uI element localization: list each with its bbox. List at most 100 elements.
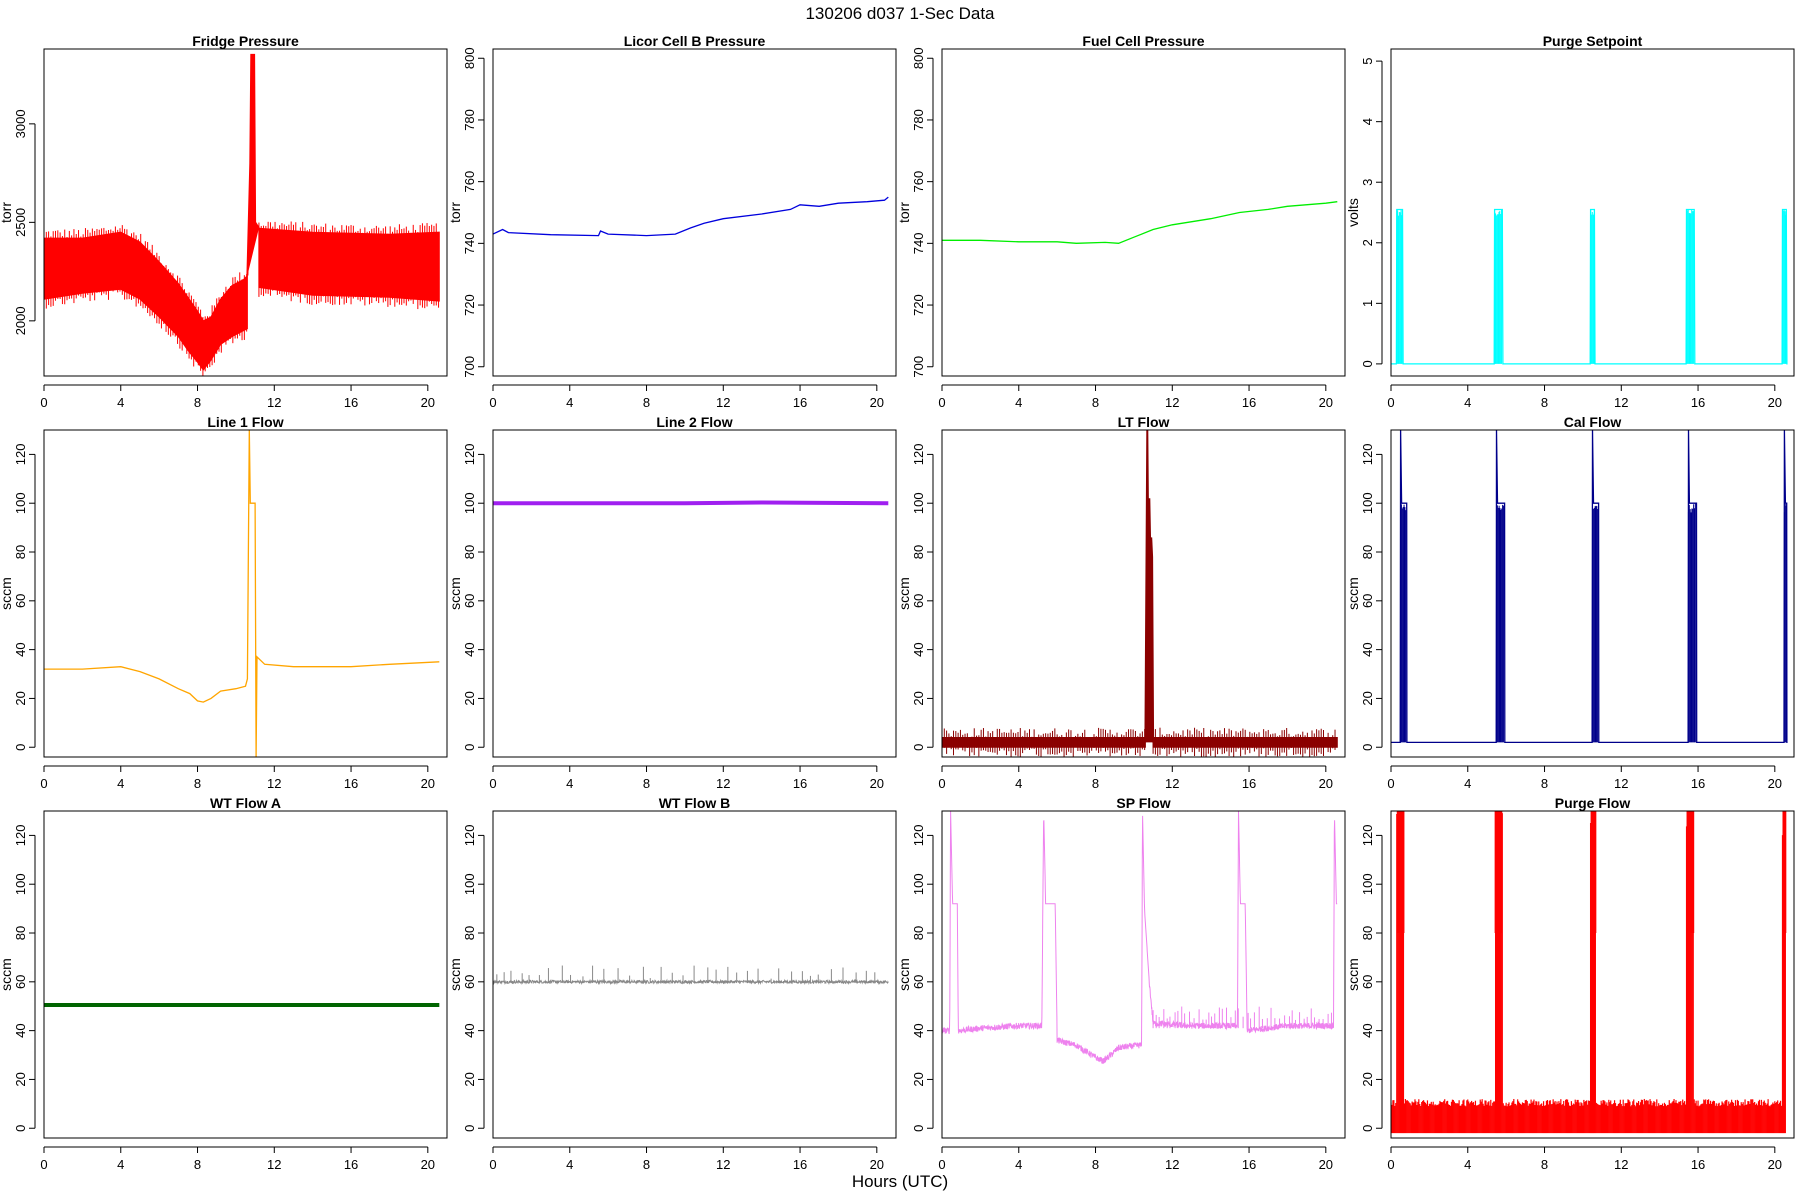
x-tick-label: 0 — [40, 1157, 47, 1172]
panel-sp-flow: SP Flow 0 4 8 12 16 20 0 20 40 60 80 100 120 sccm — [896, 795, 1346, 1172]
panel-cal-flow: Cal Flow 0 4 8 12 16 20 0 20 40 60 80 100 120 sccm — [1345, 414, 1795, 791]
x-tick-label: 8 — [1541, 776, 1548, 791]
panel-title: Purge Setpoint — [1543, 33, 1643, 49]
y-tick-label: 760 — [462, 171, 477, 193]
x-tick-label: 16 — [1242, 395, 1256, 410]
y-tick-label: 40 — [13, 1023, 28, 1037]
y-tick-label: 40 — [462, 642, 477, 656]
y-tick-label: 40 — [13, 642, 28, 656]
x-tick-label: 20 — [1768, 395, 1782, 410]
x-tick-label: 20 — [870, 1157, 884, 1172]
y-tick-label: 20 — [462, 1072, 477, 1086]
plot-frame — [43, 48, 448, 377]
y-axis-label: sccm — [1345, 958, 1361, 991]
panel-fridge-pressure: Fridge Pressure 0 4 8 12 16 20 2000 2500 3000 torr — [0, 33, 448, 410]
plot-frame — [1390, 429, 1795, 758]
y-tick-label: 780 — [462, 109, 477, 131]
x-tick-label: 0 — [938, 1157, 945, 1172]
y-tick-label: 0 — [13, 744, 28, 751]
x-tick-label: 16 — [1691, 776, 1705, 791]
x-tick-label: 0 — [938, 776, 945, 791]
figure-x-axis-label: Hours (UTC) — [852, 1172, 948, 1191]
series-line-1-flow — [44, 430, 440, 757]
y-tick-label: 80 — [911, 926, 926, 940]
panel-line-2-flow: Line 2 Flow 0 4 8 12 16 20 0 20 40 60 80 100 120 sccm — [447, 414, 897, 791]
plot-frame — [1390, 48, 1795, 377]
y-axis-label: sccm — [447, 577, 463, 610]
y-tick-label: 700 — [462, 356, 477, 378]
y-tick-label: 60 — [911, 975, 926, 989]
series-purge-setpoint — [1391, 208, 1788, 365]
x-tick-label: 0 — [489, 776, 496, 791]
x-tick-label: 8 — [194, 776, 201, 791]
y-tick-label: 720 — [911, 294, 926, 316]
series-line — [44, 430, 440, 757]
y-tick-label: 740 — [911, 232, 926, 254]
panel-wt-flow-a: WT Flow A 0 4 8 12 16 20 0 20 40 60 80 100 120 sccm — [0, 795, 448, 1172]
y-tick-label: 100 — [462, 492, 477, 514]
y-axis-label: sccm — [0, 577, 14, 610]
x-tick-label: 16 — [344, 395, 358, 410]
y-tick-label: 2500 — [13, 208, 28, 237]
x-tick-label: 0 — [40, 395, 47, 410]
y-tick-label: 60 — [462, 975, 477, 989]
y-tick-label: 0 — [462, 744, 477, 751]
y-tick-label: 120 — [13, 825, 28, 847]
y-tick-label: 100 — [911, 873, 926, 895]
plot-frame — [941, 48, 1346, 377]
x-tick-label: 4 — [117, 776, 124, 791]
x-tick-label: 20 — [421, 776, 435, 791]
x-tick-label: 8 — [1092, 1157, 1099, 1172]
x-tick-label: 4 — [1464, 1157, 1471, 1172]
y-tick-label: 4 — [1360, 118, 1375, 125]
y-tick-label: 40 — [462, 1023, 477, 1037]
x-tick-label: 8 — [194, 1157, 201, 1172]
y-tick-label: 740 — [462, 232, 477, 254]
panel-title: Cal Flow — [1564, 414, 1622, 430]
y-tick-label: 3 — [1360, 179, 1375, 186]
y-tick-label: 2000 — [13, 306, 28, 335]
x-tick-label: 8 — [643, 395, 650, 410]
series-wt-flow-b — [493, 965, 889, 986]
y-tick-label: 80 — [462, 926, 477, 940]
y-axis-label: sccm — [896, 577, 912, 610]
series-line-2-flow — [493, 500, 889, 506]
y-tick-label: 1 — [1360, 300, 1375, 307]
y-tick-label: 100 — [911, 492, 926, 514]
y-tick-label: 80 — [1360, 545, 1375, 559]
x-tick-label: 4 — [566, 776, 573, 791]
y-tick-label: 720 — [462, 294, 477, 316]
y-tick-label: 5 — [1360, 57, 1375, 64]
plot-frame — [492, 810, 897, 1139]
panel-title: Line 1 Flow — [207, 414, 283, 430]
x-tick-label: 8 — [1541, 1157, 1548, 1172]
y-axis-label: torr — [447, 202, 463, 223]
y-tick-label: 80 — [13, 926, 28, 940]
y-tick-label: 100 — [13, 492, 28, 514]
x-tick-label: 12 — [267, 395, 281, 410]
y-tick-label: 20 — [13, 1072, 28, 1086]
y-tick-label: 60 — [462, 594, 477, 608]
x-tick-label: 16 — [793, 395, 807, 410]
y-tick-label: 120 — [13, 444, 28, 466]
x-tick-label: 4 — [117, 1157, 124, 1172]
series-cal-flow — [1391, 430, 1788, 744]
series-licor-cell-b-pressure — [493, 196, 889, 237]
panel-title: Fuel Cell Pressure — [1082, 33, 1204, 49]
y-tick-label: 20 — [911, 1072, 926, 1086]
panel-line-1-flow: Line 1 Flow 0 4 8 12 16 20 0 20 40 60 80 100 120 sccm — [0, 414, 448, 791]
series-purge-flow — [1391, 811, 1787, 1134]
series-line — [942, 201, 1338, 244]
x-tick-label: 4 — [1464, 395, 1471, 410]
panel-title: WT Flow A — [210, 795, 281, 811]
y-tick-label: 120 — [462, 444, 477, 466]
y-tick-label: 800 — [911, 47, 926, 69]
panel-title: Licor Cell B Pressure — [624, 33, 766, 49]
series-line — [493, 196, 889, 237]
y-tick-label: 80 — [13, 545, 28, 559]
series-line — [942, 811, 1338, 1064]
x-tick-label: 4 — [1464, 776, 1471, 791]
y-tick-label: 120 — [462, 825, 477, 847]
series-spike — [1144, 430, 1155, 743]
